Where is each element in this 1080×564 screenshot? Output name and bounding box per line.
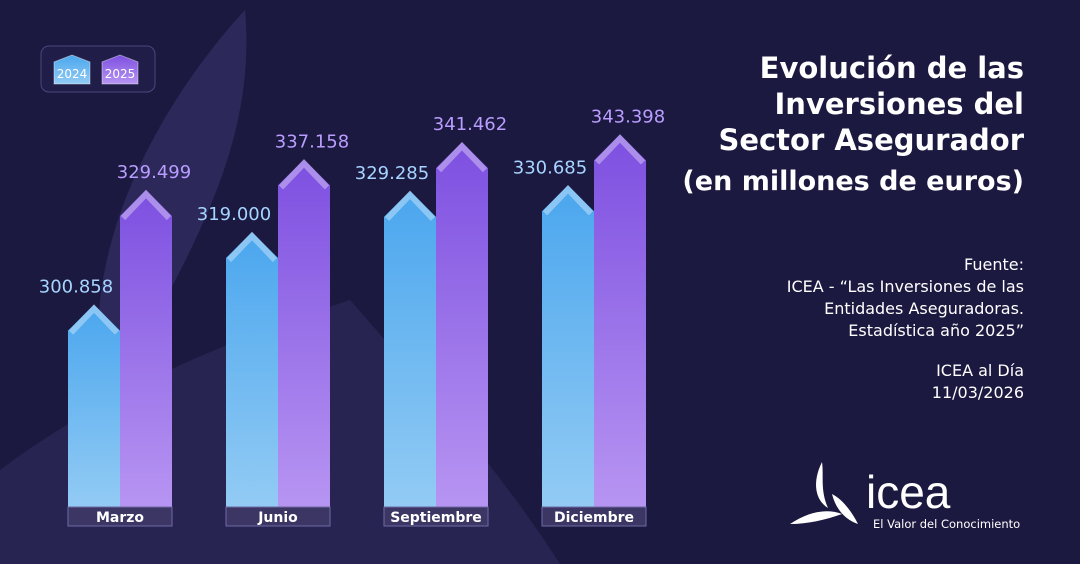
category-box bbox=[541, 506, 647, 527]
bar bbox=[594, 134, 646, 508]
bar-cap bbox=[594, 134, 646, 165]
title-line: Evolución de las bbox=[760, 51, 1024, 85]
bar bbox=[542, 185, 594, 508]
bar bbox=[68, 304, 120, 508]
chart: 300.858 329.499 Marzo 319.000 337.158 Junio 32… bbox=[39, 54, 665, 527]
bar-cap bbox=[436, 141, 488, 173]
source-line: Estadística año 2025” bbox=[848, 321, 1024, 340]
title-line: Sector Asegurador bbox=[718, 123, 1024, 157]
logo-tagline: El Valor del Conocimiento bbox=[873, 517, 1020, 531]
source-line: ICEA - “Las Inversiones de las bbox=[787, 277, 1024, 296]
category-box bbox=[383, 506, 489, 527]
bar-cap bbox=[278, 159, 330, 190]
logo: icea El Valor del Conocimiento bbox=[790, 462, 1020, 531]
value-label: 341.462 bbox=[433, 114, 507, 135]
title-line: Inversiones del bbox=[775, 87, 1024, 121]
bar-cap bbox=[384, 190, 436, 221]
bar-cap bbox=[120, 189, 172, 221]
bar bbox=[120, 190, 172, 508]
x-tick-label: Diciembre bbox=[554, 510, 634, 526]
bar-cap bbox=[542, 184, 594, 216]
value-label: 343.398 bbox=[591, 106, 665, 127]
logo-name: icea bbox=[866, 466, 951, 518]
legend-swatch bbox=[101, 54, 139, 85]
value-label: 300.858 bbox=[39, 277, 113, 298]
title-line: (en millones de euros) bbox=[682, 166, 1024, 197]
note-line: ICEA al Día bbox=[936, 361, 1024, 380]
legend-swatch bbox=[53, 54, 91, 85]
bar bbox=[226, 232, 278, 508]
legend-label: 2024 bbox=[57, 67, 88, 81]
bar bbox=[278, 159, 330, 509]
legend-label: 2025 bbox=[105, 67, 136, 81]
category-box bbox=[225, 506, 331, 527]
category-box bbox=[67, 506, 173, 527]
bar bbox=[436, 142, 488, 509]
value-label: 329.285 bbox=[355, 163, 429, 184]
bar bbox=[384, 190, 436, 509]
x-tick-label: Junio bbox=[257, 510, 298, 526]
value-label: 319.000 bbox=[197, 204, 271, 225]
value-label: 329.499 bbox=[117, 162, 191, 183]
source-line: Fuente: bbox=[964, 255, 1024, 274]
source-line: Entidades Aseguradoras. bbox=[824, 299, 1024, 318]
x-tick-label: Marzo bbox=[96, 510, 144, 526]
value-label: 330.685 bbox=[513, 157, 587, 178]
note-line: 11/03/2026 bbox=[932, 383, 1024, 402]
bar-cap bbox=[68, 304, 120, 335]
bar-cap bbox=[226, 231, 278, 263]
value-label: 337.158 bbox=[275, 131, 349, 152]
x-tick-label: Septiembre bbox=[390, 510, 482, 526]
